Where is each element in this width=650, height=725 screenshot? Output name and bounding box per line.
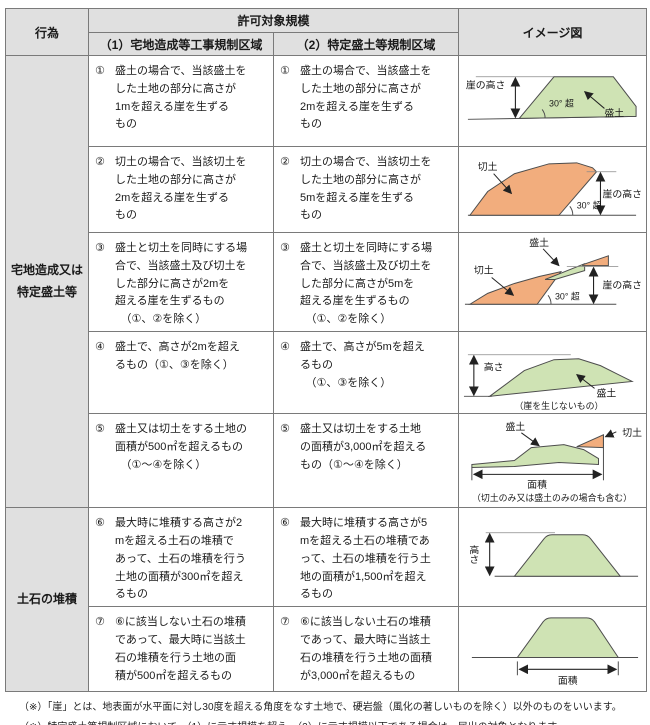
diagram-cut-cliff: 30° 超 切土 崖の高さ [458, 146, 648, 233]
cliff-height-label: 崖の高さ [603, 187, 643, 200]
fill-label: 盛土 [604, 106, 624, 119]
cut-label: 切土 [478, 160, 498, 173]
diagram-area: 盛土 切土 面積 （切土のみ又は盛土のみの場合も含む） [458, 413, 648, 509]
fill-label: 盛土 [506, 420, 526, 433]
item-number: ② [95, 156, 105, 168]
item-text: ⑥に該当しない土石の堆積 であって、最大時に当該土 石の堆積を行う土地の面積 が… [300, 616, 432, 682]
diagram-fill-and-cut: 30° 超 盛土 切土 崖の高さ [458, 231, 648, 333]
deposit-area-diagram: 面積 [471, 617, 639, 687]
cut-label: 切土 [622, 426, 642, 439]
cell-row1-zone1: ① 盛土の場合で、当該盛土を した土地の部分に高さが 1mを超える崖を生ずる もの [88, 55, 274, 147]
area-label: 面積 [558, 674, 578, 687]
item-number: ① [95, 65, 105, 77]
header-zone-1: （1）宅地造成等工事規制区域 [88, 32, 274, 56]
header-zone-2: （2）特定盛土等規制区域 [272, 32, 460, 56]
item-text: 盛土と切土を同時にする場 合で、当該盛土及び切土を した部分に高さが2mを 超え… [115, 242, 248, 326]
diagram-deposit-height: 高さ [458, 507, 648, 608]
item-text: 盛土又は切土をする土地 の面積が3,000㎡を超える もの（①～④を除く） [300, 423, 427, 471]
item-number: ⑥ [280, 517, 290, 530]
item-number: ③ [280, 242, 290, 254]
height-label: 高さ [484, 361, 504, 374]
permit-scale-table: 行為 許可対象規模 イメージ図 （1）宅地造成等工事規制区域 （2）特定盛土等規… [5, 8, 648, 693]
cut-label: 切土 [474, 264, 494, 277]
item-text: 最大時に堆積する高さが2 mを超える土石の堆積で あって、土石の堆積を行う 土地… [115, 517, 246, 601]
area-diagram: 盛土 切土 面積 （切土のみ又は盛土のみの場合も含む） [471, 420, 642, 503]
item-text: 盛土で、高さが2mを超え るもの（①、③を除く） [115, 341, 240, 371]
cut-cliff-diagram: 30° 超 切土 崖の高さ [467, 160, 643, 216]
item-number: ⑤ [280, 423, 290, 436]
footnote-cliff-definition: （※）「崖」とは、地表面が水平面に対し30度を超える角度をなす土地で、硬岩盤（風… [19, 702, 622, 714]
fill-cliff-diagram: 崖の高さ 30° 超 盛土 [466, 76, 637, 120]
cell-row3-zone1: ③ 盛土と切土を同時にする場 合で、当該盛土及び切土を した部分に高さが2mを 超… [88, 231, 274, 333]
item-text: 切土の場合で、当該切土を した土地の部分に高さが 5mを超える崖を生ずる もの [300, 156, 432, 222]
item-text: 盛土の場合で、当該盛土を した土地の部分に高さが 1mを超える崖を生ずる もの [115, 65, 247, 131]
header-image: イメージ図 [458, 8, 648, 56]
cell-row1-zone2: ① 盛土の場合で、当該盛土を した土地の部分に高さが 2mを超える崖を生ずる もの [272, 55, 460, 147]
item-number: ⑤ [95, 423, 105, 436]
diagram-caption: （崖を生じないもの） [514, 400, 603, 411]
cell-row6-zone1: ⑥ 最大時に堆積する高さが2 mを超える土石の堆積で あって、土石の堆積を行う 土… [88, 507, 274, 608]
item-number: ④ [95, 341, 105, 354]
item-number: ③ [95, 242, 105, 254]
item-text: ⑥に該当しない土石の堆積 であって、最大時に当該土 石の堆積を行う土地の面 積が… [115, 616, 246, 682]
angle-label: 30° 超 [549, 97, 574, 108]
cliff-height-label: 崖の高さ [603, 278, 643, 291]
cell-row2-zone1: ② 切土の場合で、当該切土を した土地の部分に高さが 2mを超える崖を生ずる もの [88, 146, 274, 233]
diagram-caption: （切土のみ又は盛土のみの場合も含む） [472, 492, 632, 503]
cliff-height-label: 崖の高さ [466, 79, 506, 92]
item-text: 盛土で、高さが5mを超え るもの （①、③を除く） [300, 341, 425, 389]
item-text: 切土の場合で、当該切土を した土地の部分に高さが 2mを超える崖を生ずる もの [115, 156, 247, 222]
item-number: ⑥ [95, 517, 105, 530]
cell-row6-zone2: ⑥ 最大時に堆積する高さが5 mを超える土石の堆積であ って、土石の堆積を行う土 … [272, 507, 460, 608]
item-number: ④ [280, 341, 290, 354]
item-number: ② [280, 156, 290, 168]
footnotes: （※）「崖」とは、地表面が水平面に対し30度を超える角度をなす土地で、硬岩盤（風… [5, 698, 646, 725]
header-action: 行為 [5, 8, 89, 56]
fill-label: 盛土 [597, 386, 617, 399]
area-label: 面積 [527, 478, 547, 491]
angle-label: 30° 超 [555, 290, 580, 301]
fill-label: 盛土 [529, 236, 549, 249]
cell-row4-zone1: ④ 盛土で、高さが2mを超え るもの（①、③を除く） [88, 331, 274, 415]
cell-row3-zone2: ③ 盛土と切土を同時にする場 合で、当該盛土及び切土を した部分に高さが5mを 超… [272, 231, 460, 333]
cell-row2-zone2: ② 切土の場合で、当該切土を した土地の部分に高さが 5mを超える崖を生ずる もの [272, 146, 460, 233]
cell-row5-zone1: ⑤ 盛土又は切土をする土地の 面積が500㎡を超えるもの （①～④を除く） [88, 413, 274, 509]
item-number: ① [280, 65, 290, 77]
fill-and-cut-diagram: 30° 超 盛土 切土 崖の高さ [464, 236, 643, 305]
section-label-dosekitaiseki: 土石の堆積 [5, 507, 89, 693]
cell-row7-zone1: ⑦ ⑥に該当しない土石の堆積 であって、最大時に当該土 石の堆積を行う土地の面 積… [88, 606, 274, 693]
item-number: ⑦ [95, 616, 105, 629]
item-number: ⑦ [280, 616, 290, 629]
height-label: 高さ [467, 544, 479, 565]
item-text: 最大時に堆積する高さが5 mを超える土石の堆積であ って、土石の堆積を行う土 地… [300, 517, 431, 601]
cell-row7-zone2: ⑦ ⑥に該当しない土石の堆積 であって、最大時に当該土 石の堆積を行う土地の面積 … [272, 606, 460, 693]
section-label-tochizosei: 宅地造成又は 特定盛土等 [5, 54, 89, 509]
diagram-fill-no-cliff: 高さ 盛土 （崖を生じないもの） [458, 331, 648, 415]
angle-label: 30° 超 [577, 199, 602, 210]
fill-no-cliff-diagram: 高さ 盛土 （崖を生じないもの） [463, 354, 634, 411]
cell-row5-zone2: ⑤ 盛土又は切土をする土地 の面積が3,000㎡を超える もの（①～④を除く） [272, 413, 460, 509]
header-permit-scale: 許可対象規模 [87, 8, 460, 33]
item-text: 盛土の場合で、当該盛土を した土地の部分に高さが 2mを超える崖を生ずる もの [300, 65, 432, 131]
item-text: 盛土又は切土をする土地の 面積が500㎡を超えるもの （①～④を除く） [115, 423, 247, 471]
diagram-fill-cliff: 崖の高さ 30° 超 盛土 [458, 55, 648, 147]
deposit-height-diagram: 高さ [467, 532, 639, 577]
item-text: 盛土と切土を同時にする場 合で、当該盛土及び切土を した部分に高さが5mを 超え… [300, 242, 433, 326]
diagram-deposit-area: 面積 [458, 606, 648, 693]
cell-row4-zone2: ④ 盛土で、高さが5mを超え るもの （①、③を除く） [272, 331, 460, 415]
footnote-notification: （※）特定盛土等規制区域において、（1）に示す規模を超え、（2）に示す規模以下で… [19, 718, 646, 725]
